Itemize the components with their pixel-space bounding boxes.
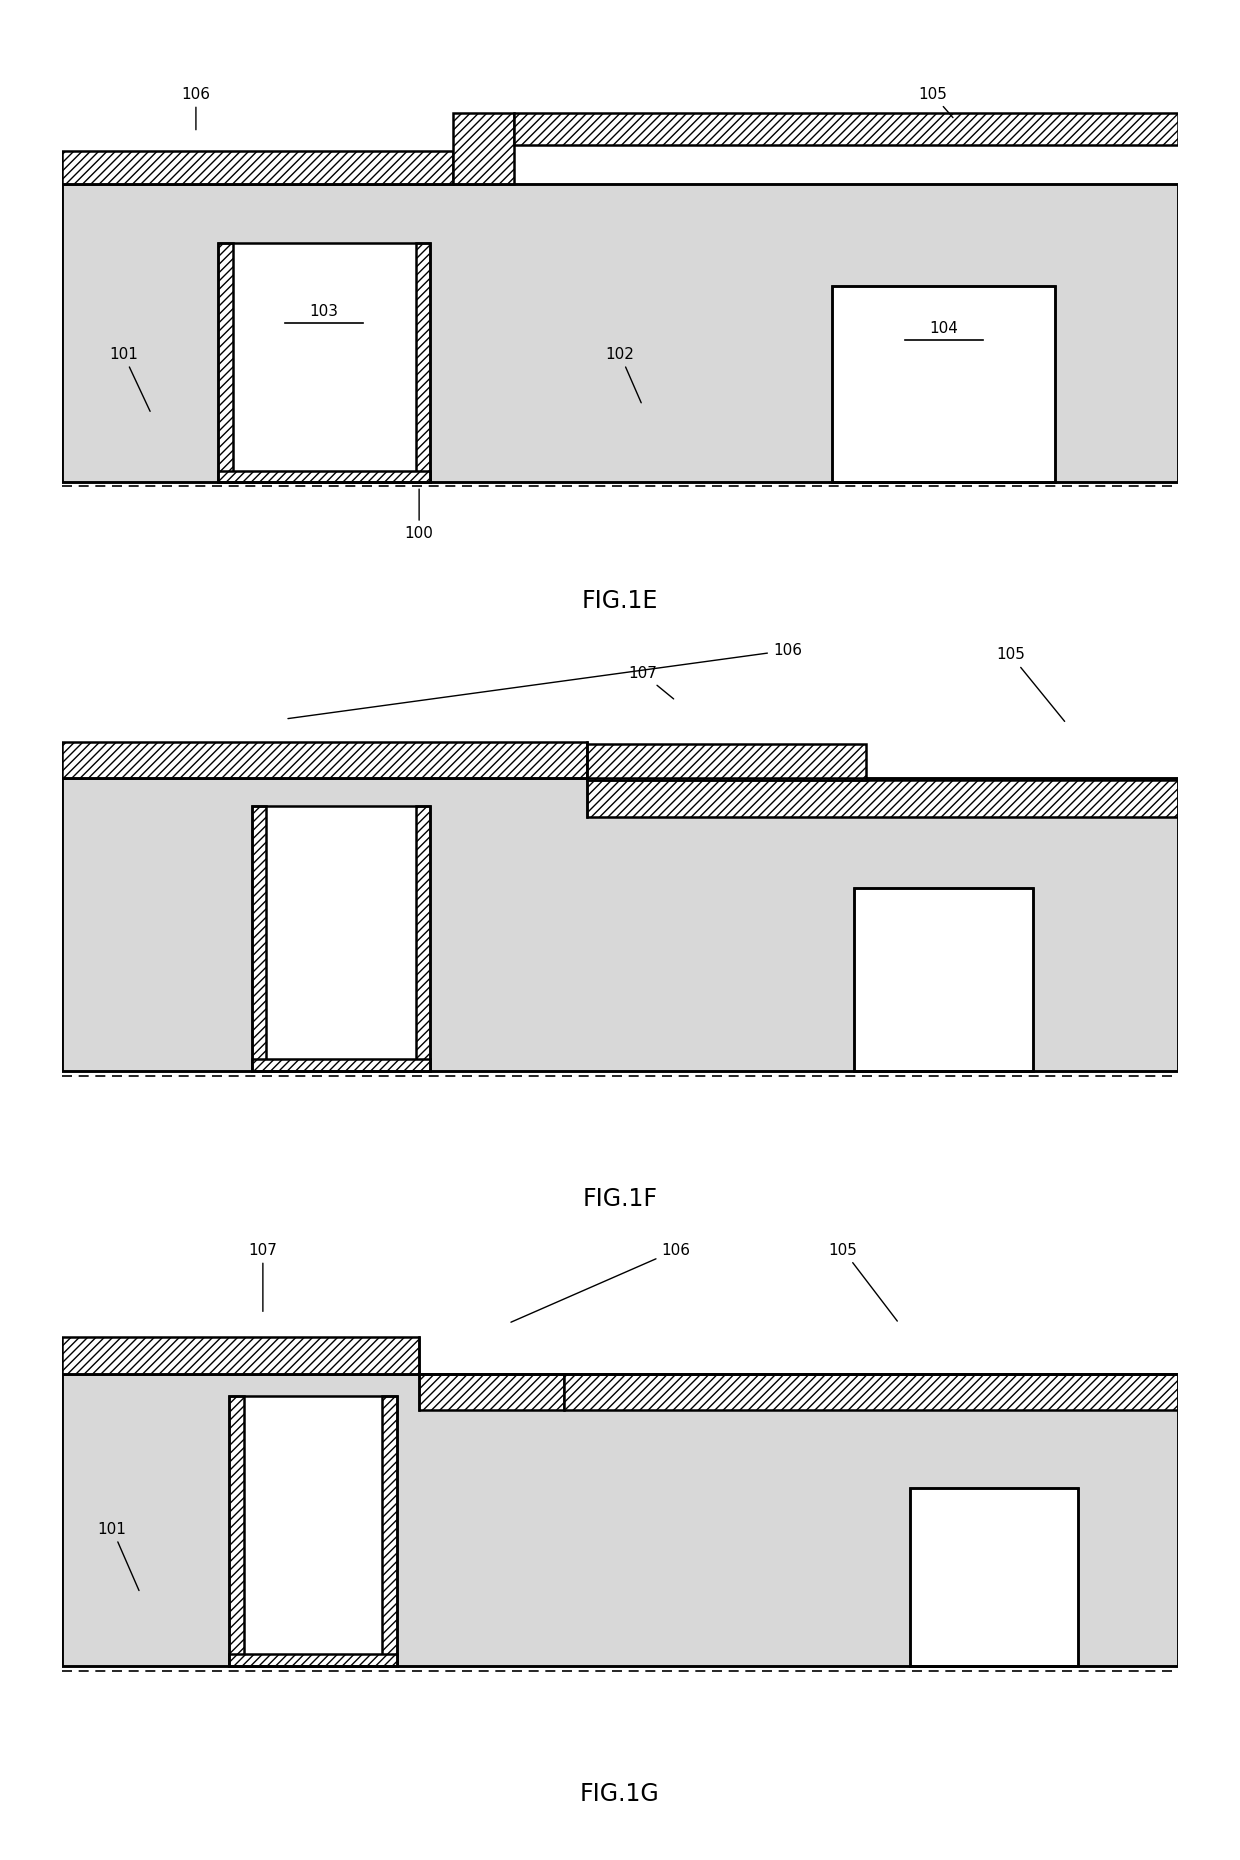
Bar <box>910 1488 1078 1667</box>
Bar <box>415 805 430 1071</box>
Text: 106: 106 <box>181 87 211 130</box>
Bar <box>62 1337 419 1373</box>
Bar <box>854 889 1033 1071</box>
Text: 106: 106 <box>511 1242 691 1322</box>
Text: 100: 100 <box>404 489 434 541</box>
Bar <box>415 244 430 482</box>
Bar <box>252 805 267 1071</box>
Text: 103: 103 <box>310 303 339 320</box>
Bar <box>515 113 1178 145</box>
Text: FIG.1G: FIG.1G <box>580 1782 660 1806</box>
Bar <box>62 779 1178 1071</box>
Bar <box>62 779 1178 1071</box>
Bar <box>252 805 430 1071</box>
Text: 102: 102 <box>605 346 641 404</box>
Bar <box>564 1373 1178 1410</box>
Text: FIG.1F: FIG.1F <box>583 1187 657 1211</box>
Bar <box>218 244 233 482</box>
Bar <box>218 471 430 482</box>
Bar <box>229 1397 397 1667</box>
Text: FIG.1E: FIG.1E <box>582 590 658 614</box>
Bar <box>62 1373 1178 1667</box>
Text: 105: 105 <box>996 647 1065 722</box>
Text: 104: 104 <box>929 322 959 337</box>
Bar <box>832 286 1055 482</box>
Bar <box>218 244 430 482</box>
Bar <box>382 1397 397 1667</box>
Bar <box>419 1373 564 1410</box>
Bar <box>453 113 515 184</box>
Text: 107: 107 <box>248 1242 278 1311</box>
Bar <box>910 1488 1078 1667</box>
Text: 107: 107 <box>627 666 673 699</box>
Bar <box>587 744 866 779</box>
Bar <box>229 1654 397 1667</box>
Bar <box>267 805 415 1058</box>
Bar <box>62 184 1178 482</box>
Bar <box>62 184 1178 482</box>
Bar <box>832 286 1055 482</box>
Text: 105: 105 <box>828 1242 898 1321</box>
Bar <box>854 889 1033 1071</box>
Bar <box>252 1058 430 1071</box>
Bar <box>229 1397 244 1667</box>
Text: 105: 105 <box>918 87 954 117</box>
Bar <box>62 742 587 779</box>
Text: 106: 106 <box>288 644 802 718</box>
Bar <box>62 151 453 184</box>
Text: 101: 101 <box>98 1521 139 1590</box>
Bar <box>244 1397 382 1654</box>
Bar <box>587 779 1178 817</box>
Bar <box>233 244 415 471</box>
Bar <box>62 1373 1178 1667</box>
Text: 101: 101 <box>109 346 150 411</box>
